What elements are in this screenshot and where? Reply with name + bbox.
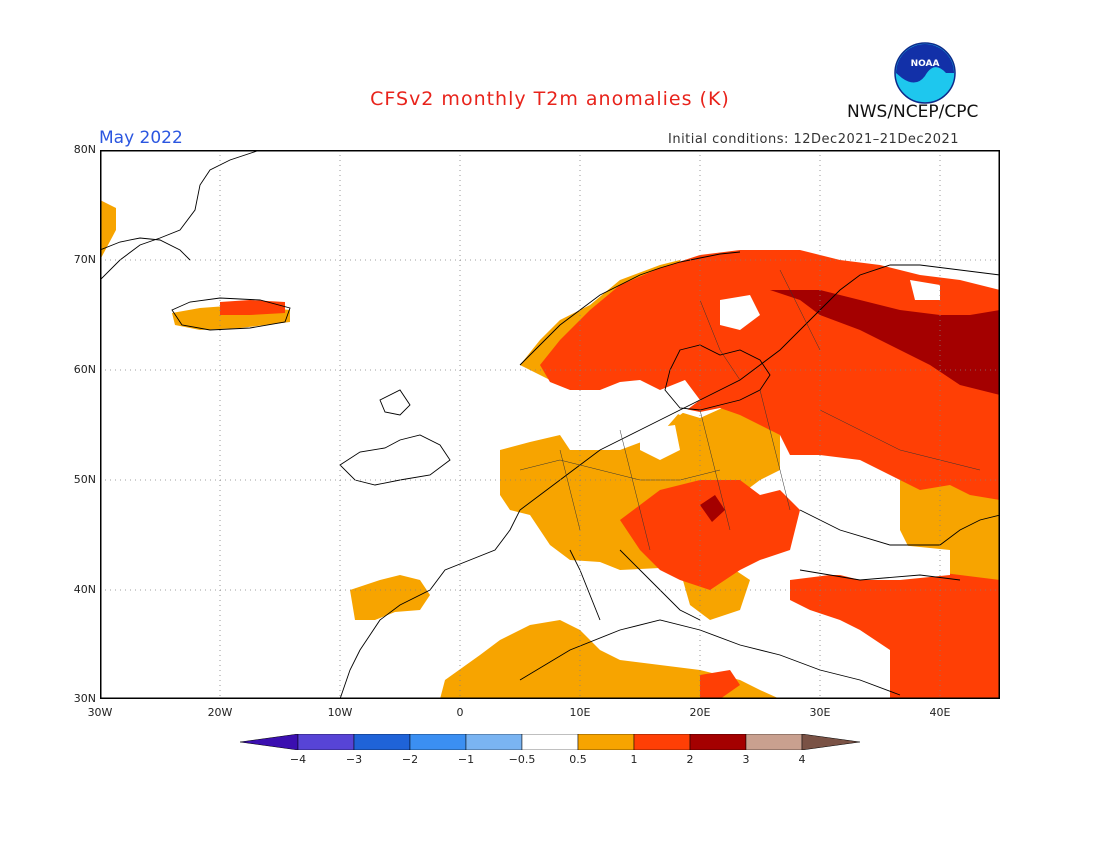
graticule bbox=[100, 150, 1000, 699]
colorbar-swatch bbox=[409, 733, 467, 751]
lon-label-0: 0 bbox=[456, 706, 464, 719]
lon-label-30e: 30E bbox=[809, 706, 831, 719]
colorbar-label: 3 bbox=[742, 753, 750, 766]
anomaly-region-red-central bbox=[620, 480, 800, 590]
colorbar-label: 2 bbox=[686, 753, 694, 766]
anomaly-region-red-libya bbox=[700, 670, 740, 699]
colorbar-swatch bbox=[633, 733, 691, 751]
map-frame bbox=[100, 150, 1000, 699]
lon-label-10w: 10W bbox=[327, 706, 353, 719]
chart-title: CFSv2 monthly T2m anomalies (K) bbox=[370, 88, 730, 110]
colorbar-swatch bbox=[521, 733, 579, 751]
lon-label-20w: 20W bbox=[207, 706, 233, 719]
colorbar bbox=[239, 733, 861, 751]
anomaly-region-red-iceland bbox=[220, 300, 285, 315]
svg-text:NOAA: NOAA bbox=[911, 59, 940, 69]
colorbar-label: 4 bbox=[798, 753, 806, 766]
colorbar-swatch bbox=[745, 733, 803, 751]
lat-label-40n: 40N bbox=[73, 583, 96, 596]
colorbar-label: −3 bbox=[345, 753, 363, 766]
anomaly-map bbox=[99, 149, 1001, 700]
lon-label-40e: 40E bbox=[929, 706, 951, 719]
colorbar-label: −0.5 bbox=[508, 753, 536, 766]
anomaly-region-orange-iberia bbox=[350, 575, 430, 620]
lon-label-10e: 10E bbox=[569, 706, 591, 719]
lat-label-30n: 30N bbox=[73, 692, 96, 705]
lat-label-60n: 60N bbox=[73, 363, 96, 376]
colorbar-swatch bbox=[689, 733, 747, 751]
coastlines bbox=[99, 149, 1001, 700]
anomaly-region-orange-france bbox=[510, 470, 555, 502]
lat-label-50n: 50N bbox=[73, 473, 96, 486]
initial-conditions: Initial conditions: 12Dec2021–21Dec2021 bbox=[668, 132, 960, 147]
lon-label-30w: 30W bbox=[87, 706, 113, 719]
anomaly-region-red-anatolia bbox=[790, 570, 1000, 699]
colorbar-label: −2 bbox=[401, 753, 419, 766]
colorbar-label: 0.5 bbox=[569, 753, 587, 766]
lat-label-80n: 80N bbox=[73, 143, 96, 156]
colorbar-swatch bbox=[297, 733, 355, 751]
anomaly-fill-layer-darkred bbox=[700, 290, 1000, 522]
forecast-month: May 2022 bbox=[99, 128, 183, 148]
colorbar-arrow-low bbox=[239, 733, 299, 751]
colorbar-label: 1 bbox=[630, 753, 638, 766]
borders bbox=[519, 269, 981, 551]
colorbar-arrow-high bbox=[801, 733, 861, 751]
anomaly-region-darkred bbox=[770, 290, 1000, 395]
colorbar-swatch bbox=[465, 733, 523, 751]
neutral-gaps bbox=[560, 280, 950, 625]
colorbar-swatch bbox=[353, 733, 411, 751]
organization-label: NWS/NCEP/CPC bbox=[847, 102, 979, 122]
lon-label-20e: 20E bbox=[689, 706, 711, 719]
colorbar-label: −1 bbox=[457, 753, 475, 766]
colorbar-label: −4 bbox=[289, 753, 307, 766]
colorbar-swatch bbox=[577, 733, 635, 751]
anomaly-region-darkred-small bbox=[700, 495, 725, 522]
anomaly-region-orange-africa bbox=[440, 620, 780, 699]
noaa-logo: NOAA bbox=[894, 42, 956, 104]
anomaly-region-orange-greenland bbox=[100, 200, 116, 260]
lat-label-70n: 70N bbox=[73, 253, 96, 266]
